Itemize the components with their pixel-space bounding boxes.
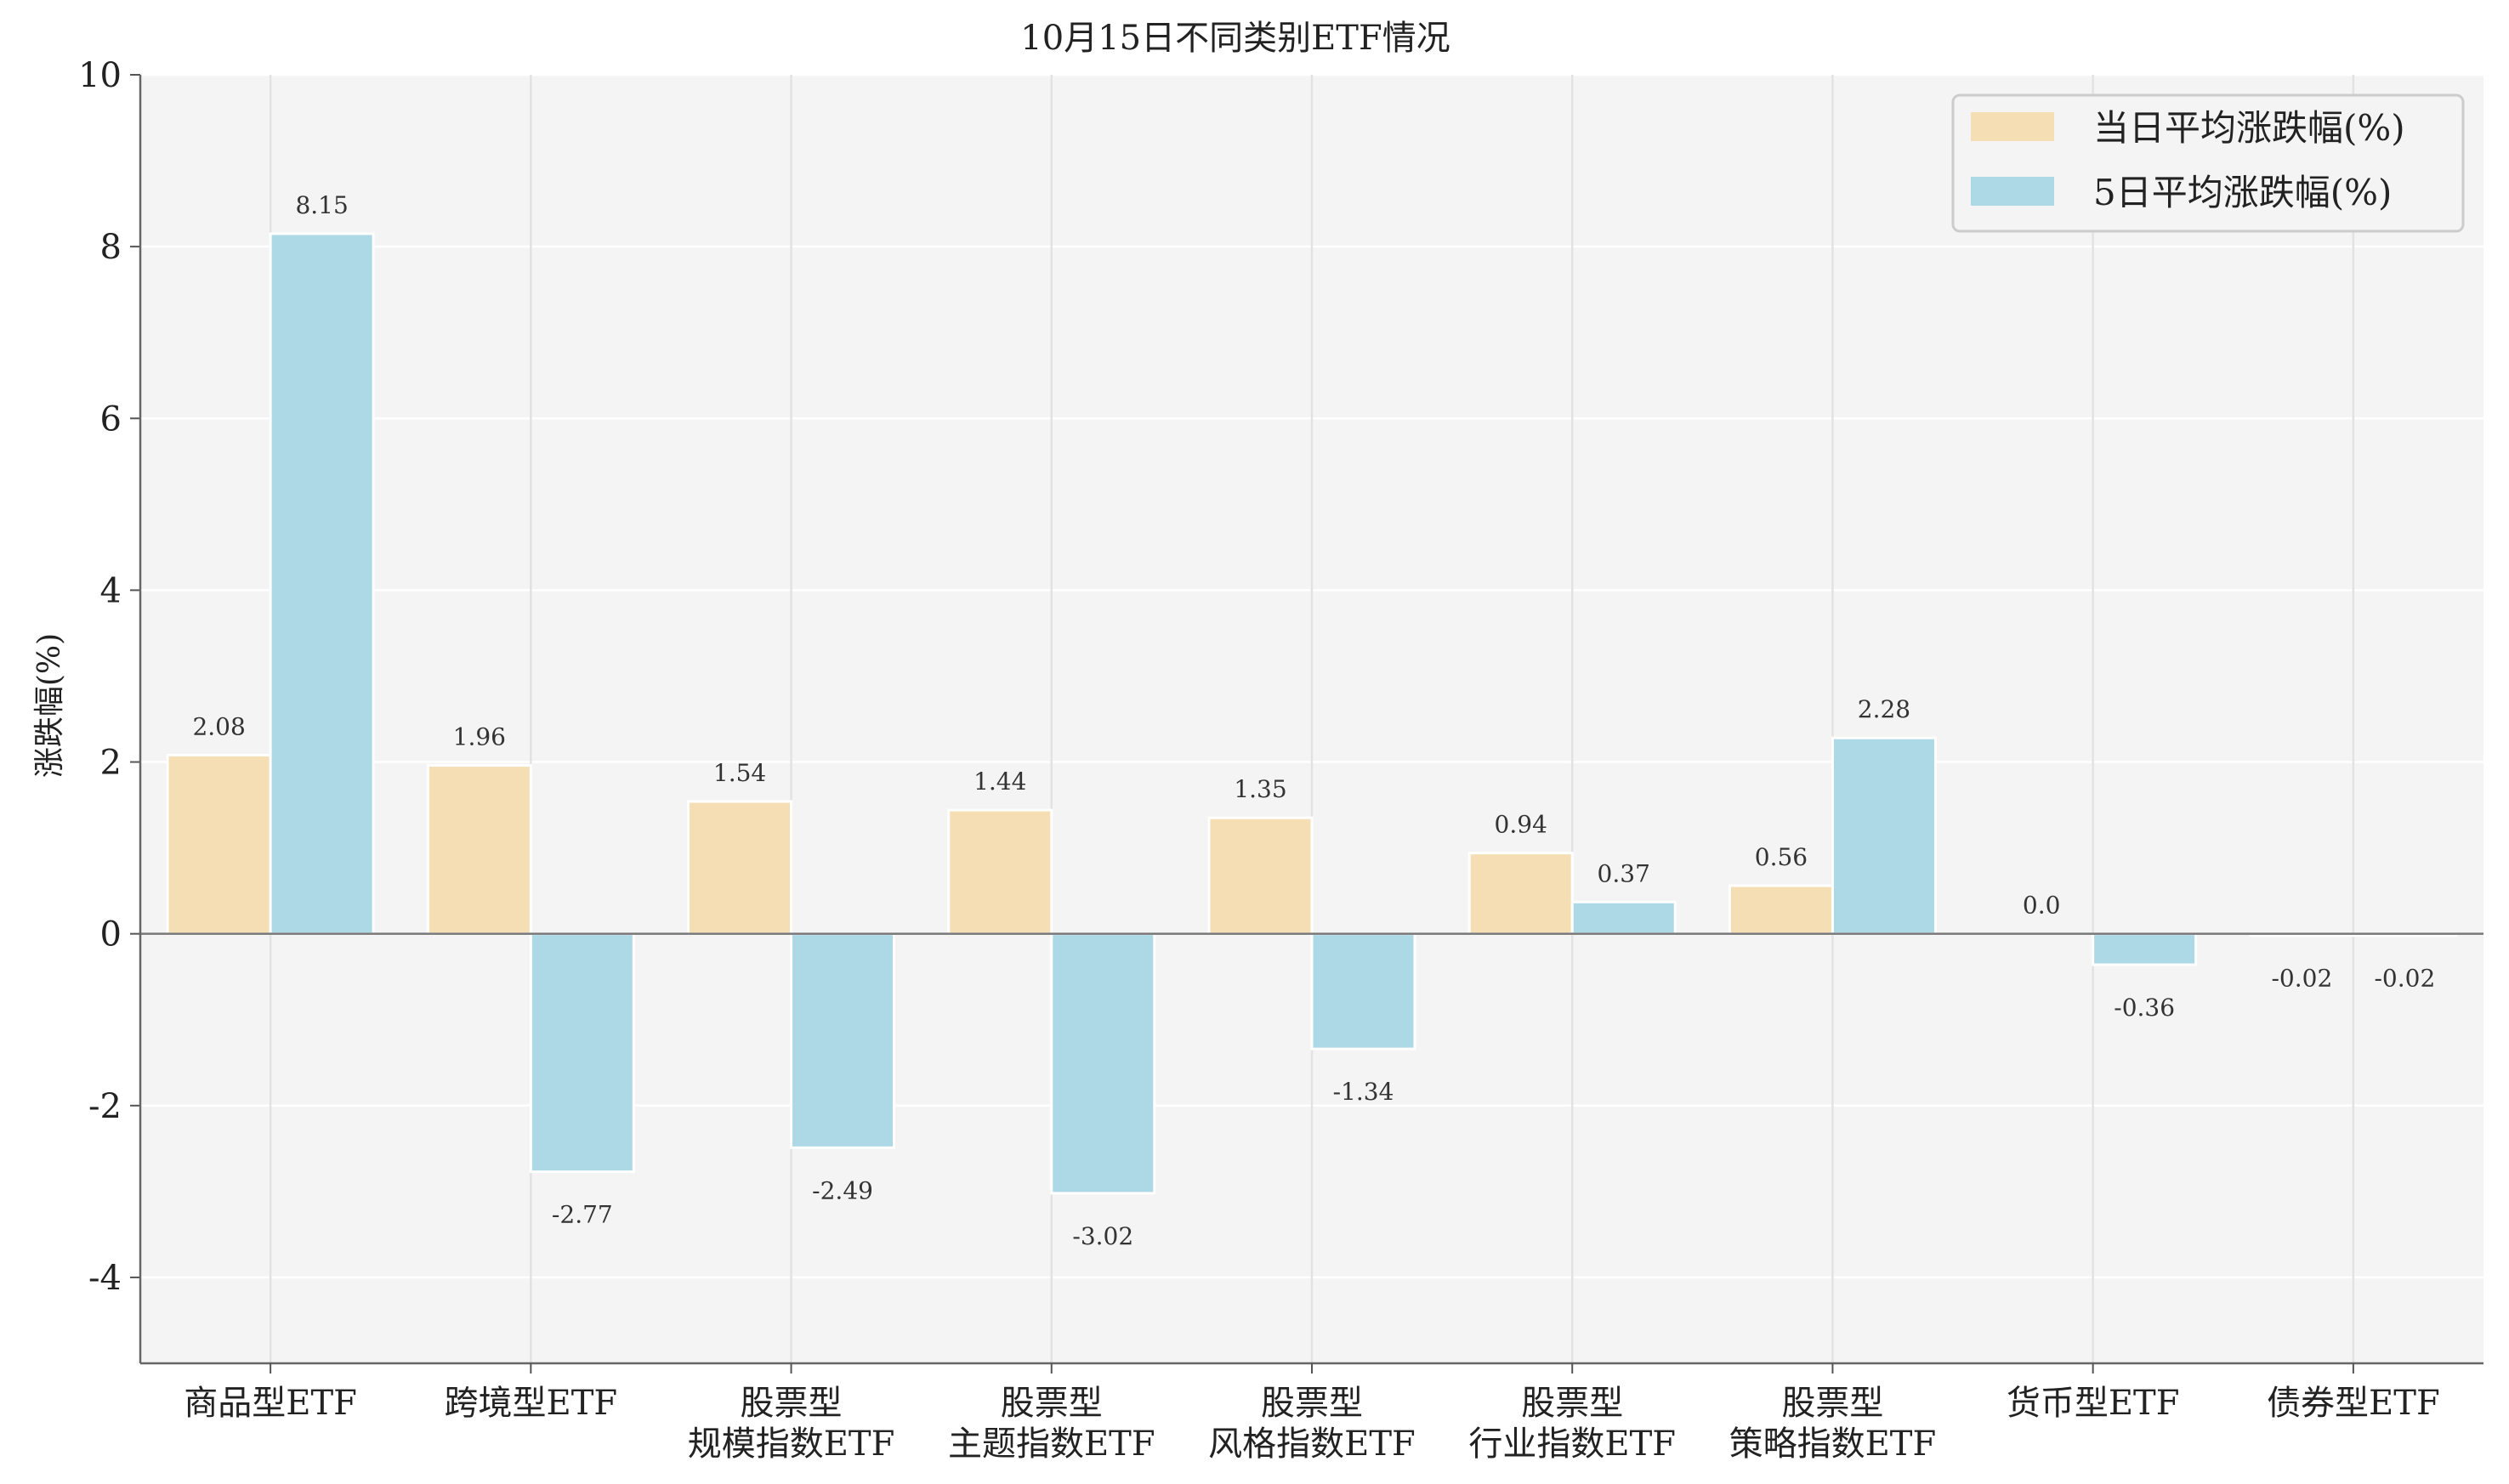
x-tick-label: 货币型ETF xyxy=(2007,1384,2180,1423)
data-label: -0.02 xyxy=(2271,965,2332,993)
data-label-layer: 2.08 1.96 1.54 1.44 1.35 0.94 0.56 0.0 -0.02 8.15… xyxy=(192,191,2435,1250)
x-tick-label: 股票型风格指数ETF xyxy=(1208,1384,1416,1464)
y-tick-label: 8 xyxy=(100,228,122,267)
y-tick-label: 0 xyxy=(100,915,122,954)
x-tick-label-line: 股票型 xyxy=(1001,1384,1103,1423)
data-label: 2.08 xyxy=(192,712,245,740)
bar xyxy=(1831,736,1937,936)
bar xyxy=(269,232,375,936)
data-label: -1.34 xyxy=(1333,1078,1394,1106)
data-label: 0.0 xyxy=(2023,892,2061,920)
bar-layer xyxy=(166,232,2458,1195)
data-label: 0.56 xyxy=(1755,843,1808,871)
x-tick-label: 商品型ETF xyxy=(184,1384,357,1423)
bar xyxy=(790,932,896,1149)
x-tick-label: 股票型行业指数ETF xyxy=(1468,1384,1676,1464)
bar xyxy=(2092,932,2198,966)
x-tick-label-line: 股票型 xyxy=(1521,1384,1623,1423)
data-label: -2.77 xyxy=(552,1201,613,1229)
x-tick-label-line: 股票型 xyxy=(1261,1384,1363,1423)
data-label: 1.96 xyxy=(453,723,506,751)
x-tick-label-line: 主题指数ETF xyxy=(948,1425,1155,1464)
y-tick-label: 6 xyxy=(100,399,122,439)
legend-swatch-5day xyxy=(1971,177,2054,206)
y-tick-label: 2 xyxy=(100,744,122,783)
y-tick-label: 10 xyxy=(78,56,122,95)
y-tick-label: -4 xyxy=(88,1259,122,1298)
x-tick-label: 跨境型ETF xyxy=(445,1384,618,1423)
legend-box xyxy=(1951,93,2465,233)
bar xyxy=(1467,852,1574,936)
data-label: -2.49 xyxy=(812,1176,873,1204)
y-tick-label: -2 xyxy=(88,1087,122,1126)
x-tick-label-line: 股票型 xyxy=(1781,1384,1883,1423)
data-label: 8.15 xyxy=(295,191,348,219)
bar xyxy=(1570,900,1677,936)
data-label: 0.94 xyxy=(1495,811,1547,839)
x-tick-label: 股票型策略指数ETF xyxy=(1729,1384,1937,1464)
bar xyxy=(1310,932,1416,1051)
data-label: -0.02 xyxy=(2374,965,2435,993)
legend-label-5day: 5日平均涨跌幅(%) xyxy=(2093,172,2392,213)
x-tick-label-line: 债券型ETF xyxy=(2267,1384,2440,1423)
y-tick-label: 4 xyxy=(100,571,122,610)
bar xyxy=(1728,884,1834,936)
x-tick-label-line: 股票型 xyxy=(741,1384,843,1423)
x-tick-label-line: 跨境型ETF xyxy=(445,1384,618,1423)
data-label: 0.37 xyxy=(1598,859,1650,887)
legend-label-daily: 当日平均涨跌幅(%) xyxy=(2093,107,2405,149)
x-tick-label-line: 策略指数ETF xyxy=(1729,1425,1937,1464)
data-label: -3.02 xyxy=(1072,1222,1133,1250)
data-label: 1.35 xyxy=(1234,775,1286,803)
bar xyxy=(687,800,793,936)
y-axis-label: 涨跌幅(%) xyxy=(32,633,67,778)
x-tick-label-line: 货币型ETF xyxy=(2007,1384,2180,1423)
data-label: -0.36 xyxy=(2114,994,2175,1022)
bar xyxy=(529,932,635,1174)
legend-swatch-daily xyxy=(1971,112,2054,141)
x-tick-label-line: 行业指数ETF xyxy=(1468,1425,1676,1464)
bar xyxy=(947,808,1053,936)
bar xyxy=(1050,932,1156,1195)
bar xyxy=(166,753,272,936)
bar xyxy=(426,764,532,936)
x-tick-label: 股票型主题指数ETF xyxy=(948,1384,1155,1464)
x-tick-label-line: 规模指数ETF xyxy=(688,1425,895,1464)
data-label: 1.44 xyxy=(974,767,1026,796)
chart-title: 10月15日不同类别ETF情况 xyxy=(1020,19,1450,58)
x-tick-label-line: 商品型ETF xyxy=(184,1384,357,1423)
x-tick-label-line: 风格指数ETF xyxy=(1208,1425,1416,1464)
x-tick-label: 债券型ETF xyxy=(2267,1384,2440,1423)
data-label: 1.54 xyxy=(713,759,766,787)
bar xyxy=(1207,816,1314,936)
data-label: 2.28 xyxy=(1858,695,1910,723)
legend: 当日平均涨跌幅(%) 5日平均涨跌幅(%) xyxy=(1951,93,2465,233)
x-tick-label: 股票型规模指数ETF xyxy=(688,1384,895,1464)
